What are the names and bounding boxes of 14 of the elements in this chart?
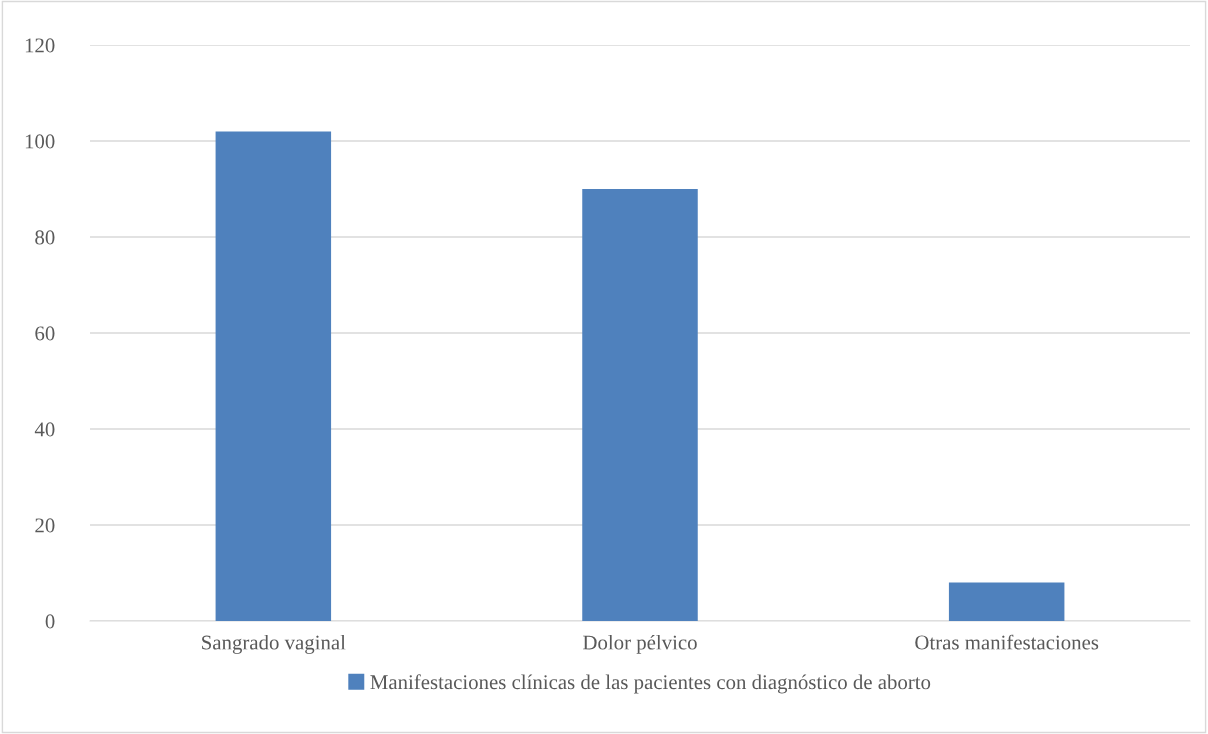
bar bbox=[948, 582, 1065, 621]
y-tick-label: 80 bbox=[35, 230, 55, 245]
bar bbox=[215, 131, 332, 621]
y-tick-label: 40 bbox=[34, 422, 55, 437]
y-tick-label: 120 bbox=[25, 38, 55, 53]
x-tick-label: Otras manifestaciones bbox=[915, 634, 1099, 650]
bar bbox=[582, 189, 698, 621]
legend-label: Manifestaciones clínicas de las pacientes con diagnóstico de aborto bbox=[370, 674, 931, 694]
y-tick-label: 100 bbox=[25, 134, 55, 149]
y-tick-label: 60 bbox=[35, 326, 55, 341]
x-tick-label: Sangrado vaginal bbox=[202, 634, 346, 654]
y-tick-label: 20 bbox=[35, 518, 55, 533]
y-tick-label: 0 bbox=[45, 614, 55, 629]
x-tick-label: Dolor pélvico bbox=[583, 634, 697, 654]
